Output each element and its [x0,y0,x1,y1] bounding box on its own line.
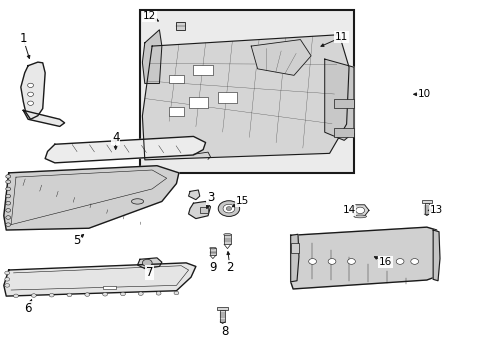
Bar [169,107,183,116]
Circle shape [308,258,316,264]
Bar [103,286,116,289]
Circle shape [14,294,19,298]
Polygon shape [324,59,353,140]
Text: 7: 7 [145,266,153,279]
Text: 10: 10 [417,89,430,99]
Circle shape [49,293,54,297]
Text: 2: 2 [226,261,233,274]
Polygon shape [290,227,436,289]
Text: 11: 11 [334,32,347,42]
Bar [424,203,428,214]
FancyBboxPatch shape [334,99,353,108]
Polygon shape [188,202,210,219]
Circle shape [223,204,234,213]
Circle shape [28,92,33,96]
Polygon shape [45,136,205,163]
Bar [224,234,230,244]
Circle shape [218,201,239,216]
Circle shape [6,208,11,212]
Bar [220,310,224,322]
Circle shape [85,293,89,296]
Ellipse shape [209,247,216,249]
Text: 6: 6 [24,302,32,315]
Circle shape [226,207,231,211]
Bar [421,200,431,203]
FancyBboxPatch shape [140,10,353,173]
Circle shape [410,258,418,264]
Circle shape [5,271,10,275]
Bar [209,248,215,255]
Polygon shape [188,190,200,200]
Text: 15: 15 [235,197,248,206]
Polygon shape [21,62,45,119]
Text: 4: 4 [112,131,119,144]
Text: 13: 13 [429,205,442,215]
Circle shape [120,292,125,296]
FancyBboxPatch shape [334,128,353,137]
Polygon shape [432,230,439,281]
Circle shape [67,293,72,297]
Text: 16: 16 [378,257,391,267]
Circle shape [6,180,11,184]
Text: 5: 5 [73,234,81,247]
Circle shape [174,291,179,295]
Circle shape [6,175,11,178]
Polygon shape [23,111,64,126]
Text: 1: 1 [20,32,27,45]
Circle shape [5,278,10,281]
Circle shape [327,258,335,264]
Bar [290,243,299,253]
Text: 3: 3 [206,192,214,204]
Circle shape [355,207,364,213]
Circle shape [5,284,10,287]
Polygon shape [137,258,162,269]
Text: 9: 9 [209,261,216,274]
Bar [217,92,237,103]
Circle shape [102,292,107,296]
Text: 8: 8 [221,325,228,338]
Bar [217,307,227,310]
Circle shape [28,83,33,87]
Polygon shape [142,35,348,160]
Bar [193,64,212,75]
Bar [200,207,207,213]
Polygon shape [351,205,368,216]
Polygon shape [4,166,179,230]
Polygon shape [142,30,162,84]
Text: 12: 12 [143,12,156,21]
Circle shape [6,216,11,219]
Text: 14: 14 [342,205,355,215]
Polygon shape [4,263,196,296]
Ellipse shape [353,215,366,218]
Circle shape [28,101,33,105]
Circle shape [6,187,11,191]
Circle shape [6,223,11,226]
Circle shape [6,202,11,205]
Circle shape [142,259,152,266]
Ellipse shape [131,199,143,204]
Polygon shape [251,40,310,75]
Circle shape [395,258,403,264]
Ellipse shape [224,234,231,236]
Bar [176,22,185,30]
Bar [169,75,183,84]
Circle shape [138,292,143,296]
Circle shape [6,194,11,198]
Circle shape [156,292,161,295]
Circle shape [31,294,36,297]
Circle shape [347,258,355,264]
Bar [188,97,207,108]
Polygon shape [290,234,298,282]
